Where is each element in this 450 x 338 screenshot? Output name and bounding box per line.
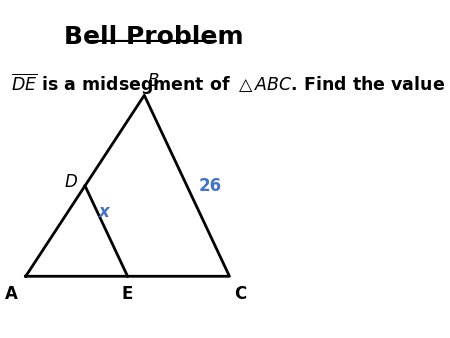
Text: E: E: [122, 285, 133, 303]
Text: $\overline{DE}$ is a midsegment of $\triangle ABC$. Find the value of $x$.: $\overline{DE}$ is a midsegment of $\tri…: [10, 72, 450, 97]
Text: A: A: [5, 285, 18, 303]
Text: C: C: [234, 285, 246, 303]
Text: Bell Problem: Bell Problem: [63, 25, 243, 49]
Text: D: D: [65, 173, 77, 191]
Text: B: B: [147, 72, 159, 90]
Text: 26: 26: [199, 177, 222, 195]
Text: x: x: [99, 202, 109, 220]
